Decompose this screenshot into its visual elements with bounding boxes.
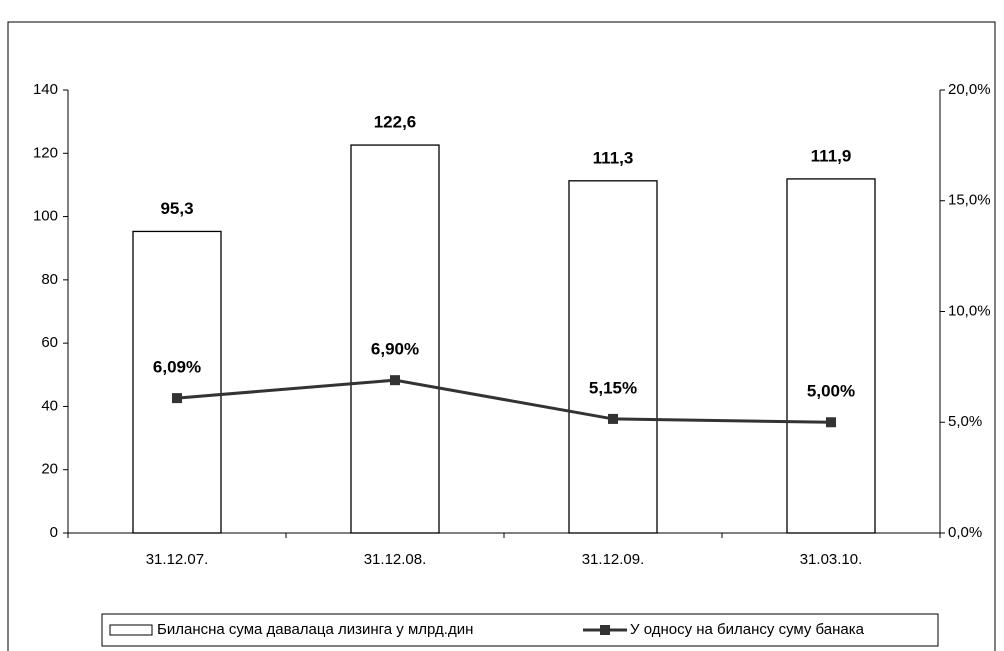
line-marker [608,413,618,424]
bar [350,144,440,534]
bar [568,180,658,534]
y-tick-label: 20 [41,461,58,478]
y2-tick-label: 15,0% [948,192,991,209]
legend-box [101,613,939,647]
y-tick-label: 80 [41,271,58,288]
line-value-label: 5,15% [589,378,637,397]
y-tick-label: 120 [33,144,58,161]
y-tick-label: 100 [33,208,58,225]
bar [132,230,222,534]
y2-tick-label: 0,0% [948,524,982,541]
legend-label: У односу на билансу суму банака [630,621,865,638]
bar-value-label: 122,6 [374,113,417,132]
bar [786,178,876,534]
line [176,378,832,424]
x-tick-label: 31.12.07. [146,551,209,568]
bar-value-label: 111,3 [593,148,634,167]
line-marker [390,375,400,386]
line-value-label: 6,09% [153,358,201,377]
y-tick-label: 40 [41,397,58,414]
legend-label: Билансна сума давалаца лизинга у млрд.ди… [157,621,473,638]
y2-tick-label: 20,0% [948,81,991,98]
line-value-label: 6,90% [371,340,419,359]
y-tick-label: 140 [33,81,58,98]
line-value-label: 5,00% [807,382,855,401]
y2-tick-label: 10,0% [948,302,991,319]
y-tick-label: 60 [41,334,58,351]
line-marker [172,393,182,404]
x-tick-label: 31.12.08. [364,551,427,568]
bar-value-label: 95,3 [160,199,193,218]
line-marker [826,417,836,428]
x-tick-label: 31.12.09. [582,551,645,568]
y-tick-label: 0 [50,524,58,541]
legend-swatch [109,624,153,636]
y2-tick-label: 5,0% [948,413,982,430]
legend-swatch [600,625,610,635]
bar-value-label: 111,9 [811,146,852,165]
x-tick-label: 31.03.10. [800,551,863,568]
